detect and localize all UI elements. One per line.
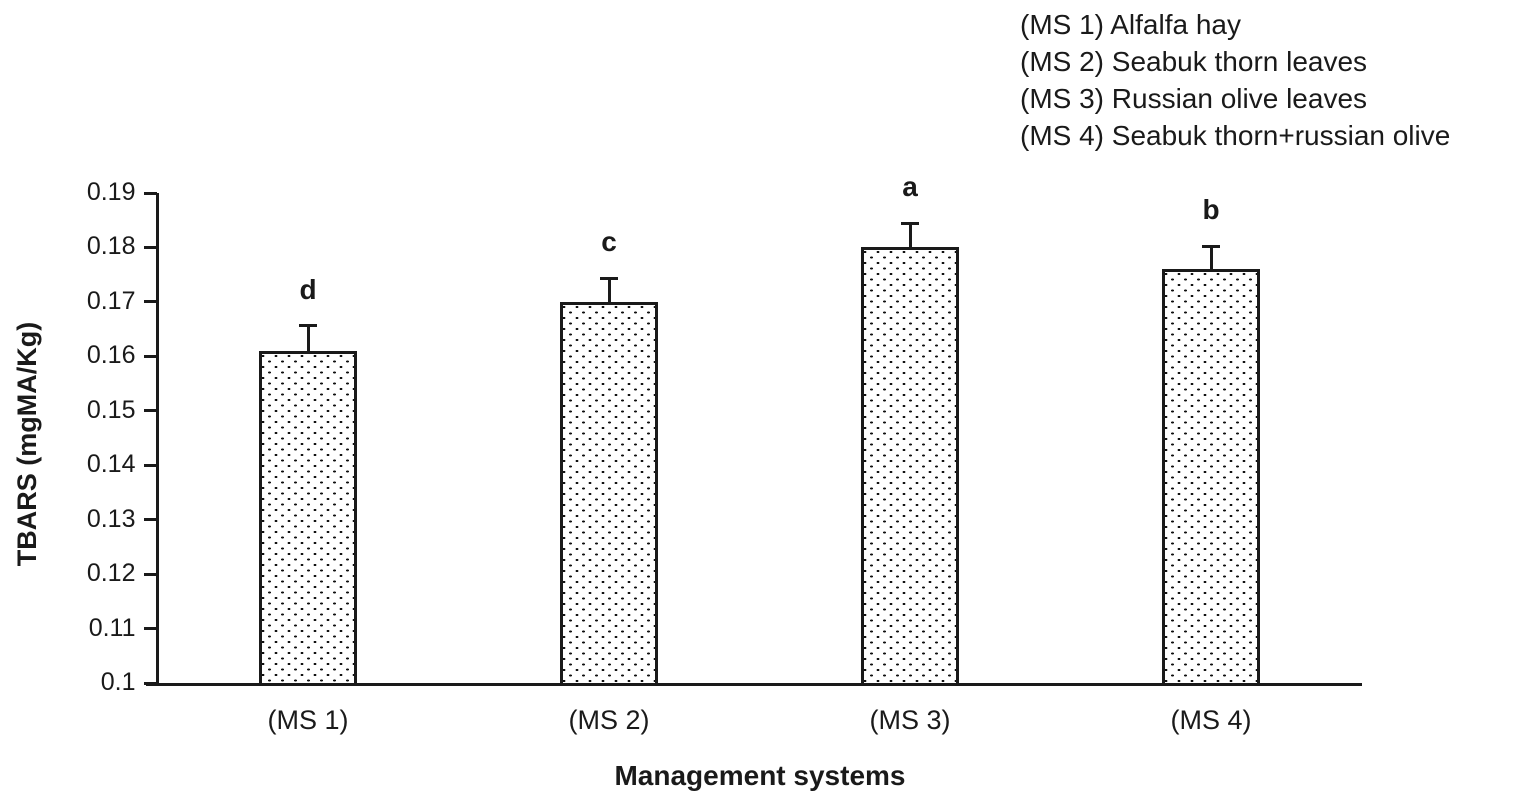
y-axis-tick (144, 463, 157, 467)
y-axis-tick-label: 0.19 (86, 178, 136, 206)
significance-letter: b (1202, 194, 1220, 226)
error-bar-stem (306, 325, 310, 351)
y-axis-tick (144, 627, 157, 631)
y-axis-tick-label: 0.18 (86, 232, 136, 261)
y-axis-title: TBARS (mgMA/Kg) (12, 321, 42, 567)
x-axis-tick-label: (MS 3) (869, 705, 951, 735)
error-bar-stem (607, 278, 611, 302)
y-axis-tick (144, 518, 157, 522)
error-bar-stem (908, 223, 912, 248)
bar-ms1 (259, 350, 357, 686)
y-axis-tick (144, 300, 157, 304)
legend-item-ms1: (MS 1) Alfalfa hay (1020, 9, 1241, 40)
bar-ms4 (1162, 269, 1260, 686)
significance-letter: a (902, 171, 918, 203)
error-bar-cap (901, 221, 919, 225)
y-axis-tick-label: 0.11 (88, 613, 136, 642)
y-axis-tick (144, 409, 157, 413)
x-axis-title: Management systems (614, 760, 906, 791)
y-axis-tick-label: 0.13 (86, 504, 136, 533)
y-axis-tick (144, 354, 157, 358)
y-axis-tick-label: 0.14 (86, 450, 136, 479)
bar-ms2 (560, 301, 658, 686)
y-axis-tick (144, 191, 157, 195)
y-axis-tick (144, 245, 157, 249)
y-axis-line (156, 193, 159, 686)
error-bar-cap (600, 276, 618, 280)
x-axis-tick-label: (MS 4) (1170, 705, 1252, 735)
significance-letter: d (299, 273, 317, 305)
y-axis-tick (144, 681, 157, 685)
x-axis-tick-label: (MS 1) (267, 705, 349, 735)
bar-ms3 (861, 247, 959, 686)
y-axis-tick-label: 0.16 (86, 341, 136, 370)
legend-item-ms3: (MS 3) Russian olive leaves (1020, 83, 1368, 114)
legend: (MS 1) Alfalfa hay (MS 2) Seabuk thorn l… (1020, 6, 1450, 154)
y-axis-tick-label: 0.1 (100, 668, 136, 696)
y-axis-tick-label: 0.15 (86, 395, 136, 424)
significance-letter: c (601, 226, 617, 258)
x-axis-line (146, 683, 1362, 686)
y-axis-tick-label: 0.12 (86, 559, 136, 588)
error-bar-cap (299, 324, 317, 328)
legend-item-ms4: (MS 4) Seabuk thorn+russian olive (1020, 120, 1451, 151)
y-axis-tick-label: 0.17 (86, 286, 136, 315)
legend-item-ms2: (MS 2) Seabuk thorn leaves (1020, 46, 1368, 77)
y-axis-tick (144, 572, 157, 576)
x-axis-tick-label: (MS 2) (568, 705, 650, 735)
error-bar-stem (1209, 246, 1213, 270)
error-bar-cap (1202, 244, 1220, 248)
